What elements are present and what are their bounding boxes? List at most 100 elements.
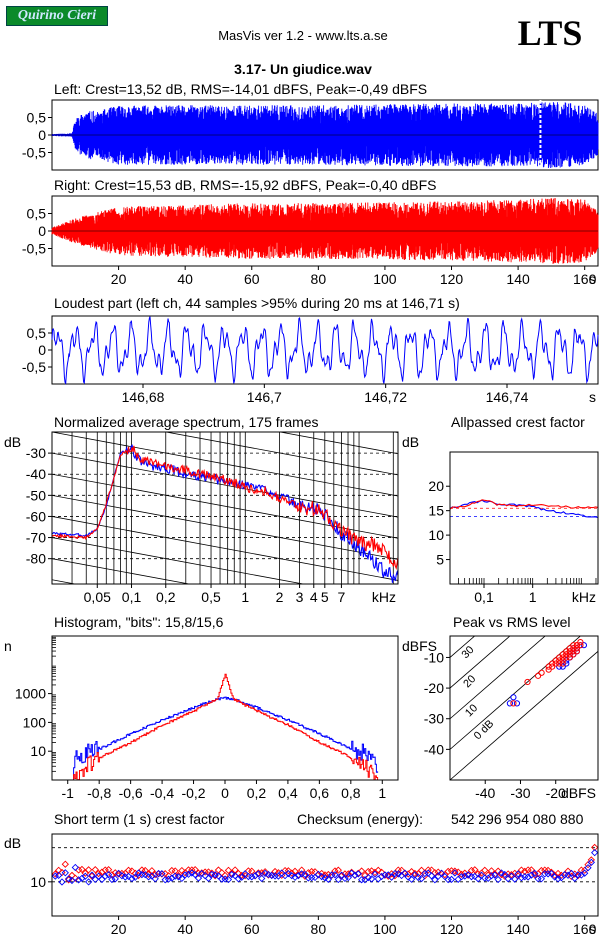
short-term-crest-right-point — [344, 870, 352, 878]
short-term-crest-left-point — [531, 869, 539, 878]
allpassed-crest-xunit: kHz — [572, 589, 596, 605]
peak-vs-rms-xtick-label: -20 — [546, 785, 566, 801]
short-term-crest-right-point — [524, 866, 532, 874]
loudest-part-title: Loudest part (left ch, 44 samples >95% d… — [54, 295, 460, 311]
short-term-crest-right-point — [461, 869, 469, 877]
short-term-crest-right-point — [361, 871, 369, 880]
peak-vs-rms-right-point — [566, 651, 573, 658]
loudest-part-xtick-label: 146,68 — [122, 389, 165, 405]
short-term-crest-left-point — [417, 874, 426, 883]
short-term-crest-left-point — [354, 870, 362, 878]
plot-frame — [51, 635, 399, 781]
spectrum-xtick-label: 4 — [310, 589, 318, 605]
short-term-crest-right-point — [557, 871, 566, 879]
short-term-crest-left-point — [178, 874, 186, 883]
short-term-crest-left-point — [544, 870, 552, 878]
histogram-xtick-label: 0 — [221, 785, 229, 801]
short-term-crest-left-point — [65, 875, 73, 883]
short-term-crest-right-point — [118, 869, 126, 878]
allpassed-crest-right-curve — [449, 499, 599, 510]
spectrum-xtick-label: 2 — [276, 589, 284, 605]
right-waveform-ytick-label: 0 — [38, 223, 46, 239]
short-term-crest-right-point — [131, 869, 139, 877]
short-term-crest-left-point — [404, 873, 412, 881]
peak-vs-rms-right-point — [524, 678, 531, 686]
short-term-crest-left-point — [254, 870, 263, 878]
short-term-crest-left-point — [394, 870, 402, 878]
peak-vs-rms-left-point — [563, 660, 570, 667]
short-term-crest-right-point — [108, 871, 116, 879]
short-term-crest-right-point — [537, 866, 546, 875]
short-term-crest-left-point — [424, 869, 432, 877]
peak-vs-rms-right-point — [559, 660, 566, 667]
short-term-crest-left-point — [74, 876, 83, 884]
peak-vs-rms-right-point — [556, 660, 563, 667]
spectrum-slope-line — [52, 494, 398, 560]
short-term-crest-left-point — [328, 871, 336, 879]
short-term-crest-left-point — [364, 873, 372, 882]
histogram-xtick-label: -0,8 — [87, 785, 111, 801]
histogram-xtick-label: 0,4 — [278, 785, 298, 801]
peak-vs-rms-ylabel: dBFS — [402, 638, 437, 654]
allpassed-crest-xtick-label: 0,1 — [474, 589, 494, 605]
short-term-crest-left-point — [58, 878, 66, 886]
peak-vs-rms-right-point — [577, 642, 584, 649]
peak-vs-rms-title: Peak vs RMS level — [453, 614, 570, 630]
short-term-crest-left-point — [581, 869, 589, 877]
peak-vs-rms-right-point — [552, 657, 559, 664]
short-term-crest-left-point — [497, 869, 506, 877]
short-term-crest-left-point — [144, 873, 153, 881]
peak-vs-rms-crest-line — [450, 650, 598, 780]
left-waveform-ytick-label: -0,5 — [22, 145, 46, 161]
peak-vs-rms-right-point — [570, 645, 577, 652]
right-waveform-ytick-label: 0,5 — [27, 206, 47, 222]
spectrum-xtick-label: 0,1 — [122, 589, 142, 605]
short-term-crest-left-point — [371, 870, 379, 878]
spectrum-xunit: kHz — [372, 589, 396, 605]
short-term-crest-left-point — [331, 871, 339, 879]
spectrum-ytick-label: -50 — [26, 487, 46, 503]
histogram-xtick-label: 0,2 — [247, 785, 267, 801]
spectrum-grid — [52, 432, 398, 584]
peak-vs-rms-right-point — [570, 642, 577, 649]
short-term-crest-left-point — [431, 876, 439, 884]
peak-vs-rms-left-point — [559, 663, 566, 670]
short-term-crest-left-point — [464, 871, 472, 879]
peak-vs-rms-right-point — [549, 660, 556, 667]
peak-vs-rms-crest-label: 0 dB — [472, 718, 496, 742]
histogram-xtick-label: -0,4 — [150, 785, 174, 801]
short-term-crest-xtick-label: 60 — [244, 921, 260, 937]
short-term-crest-left-point — [547, 869, 556, 878]
peak-vs-rms-right-point — [556, 654, 563, 661]
short-term-crest-xtick-label: 100 — [373, 921, 397, 937]
short-term-crest-left-point — [224, 875, 233, 884]
short-term-crest-right-point — [128, 867, 136, 875]
short-term-crest-left-point — [344, 873, 352, 882]
short-term-crest-left-point — [444, 876, 452, 884]
short-term-crest-left-point — [527, 871, 536, 879]
short-term-crest-right-point — [564, 867, 572, 875]
short-term-crest-right-point — [71, 874, 79, 882]
loudest-part-xtick-label: 146,7 — [247, 389, 282, 405]
loudest-part-xunit: s — [589, 389, 596, 405]
peak-vs-rms-right-point — [552, 660, 559, 667]
short-term-crest-left-point — [121, 873, 129, 881]
short-term-crest-left-point — [71, 863, 79, 872]
short-term-crest-left-point — [537, 875, 546, 883]
short-term-crest-title: Short term (1 s) crest factor — [54, 811, 225, 827]
app-title: MasVis ver 1.2 - www.lts.a.se — [218, 28, 388, 43]
short-term-crest-left-point — [128, 874, 136, 883]
short-term-crest-left-point — [494, 875, 502, 884]
short-term-crest-left-point — [321, 874, 329, 882]
short-term-crest-left-point — [447, 875, 456, 884]
short-term-crest-left-point — [474, 875, 482, 883]
peak-vs-rms-crest-line — [450, 636, 581, 750]
short-term-crest-right-point — [444, 867, 452, 876]
short-term-crest-left-point — [384, 871, 392, 879]
spectrum-ytick-label: -60 — [26, 508, 46, 524]
short-term-crest-left-point — [194, 874, 203, 882]
short-term-crest-left-point — [204, 874, 213, 882]
short-term-crest-left-point — [467, 873, 476, 881]
short-term-crest-left-point — [554, 875, 562, 883]
